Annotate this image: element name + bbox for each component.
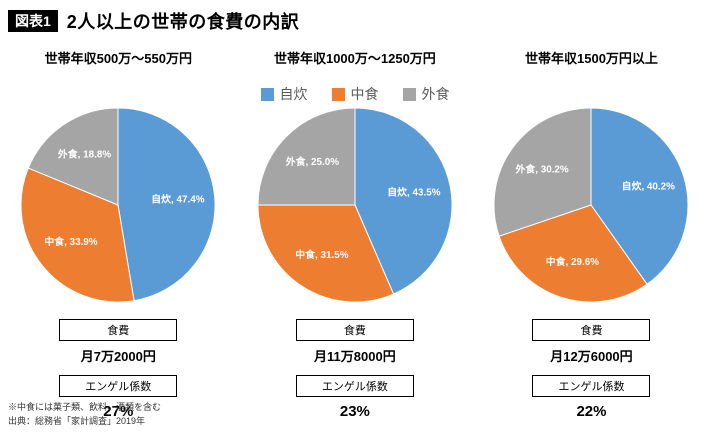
pie-slice-中食 — [20, 167, 135, 303]
page-title: 2人以上の世帯の食費の内訳 — [66, 12, 300, 32]
chart-column-income-1000: 世帯年収1000万〜1250万円 自炊, 43.5% 中食, 31.5% 外食, 2… — [237, 48, 474, 420]
legend-swatch-nakashoku — [331, 87, 345, 101]
food-expense-value: 月11万8000円 — [314, 349, 396, 364]
footnote-note: ※中食には菓子類、飲料、酒類を含む — [8, 402, 162, 413]
engel-coefficient-value: 22% — [576, 403, 607, 420]
footnotes: ※中食には菓子類、飲料、酒類を含む 出典：総務省「家計調査」2019年 — [8, 401, 161, 429]
legend-item-gaishoku: 外食 — [402, 84, 450, 104]
engel-coefficient-label-box: エンゲル係数 — [532, 375, 651, 397]
pie-data-label: 自炊, 47.4% — [152, 193, 205, 206]
food-expense-label-box: 食費 — [532, 319, 651, 341]
pie-data-label: 中食, 31.5% — [295, 248, 348, 261]
engel-coefficient-label-box: エンゲル係数 — [59, 375, 178, 397]
chart-title: 世帯年収500万〜550万円 — [44, 51, 192, 66]
pie-data-label: 外食, 18.8% — [57, 148, 111, 161]
pie-slice-外食 — [27, 107, 119, 206]
legend-item-jisui: 自炊 — [260, 84, 308, 104]
legend-swatch-gaishoku — [402, 87, 416, 101]
food-expense-value: 月7万2000円 — [80, 349, 156, 364]
pie-data-label: 中食, 29.6% — [546, 255, 599, 268]
food-expense-value: 月12万6000円 — [550, 349, 633, 364]
chart-columns: 世帯年収500万〜550万円 自炊, 47.4% 中食, 33.9% 外食, 18.… — [0, 48, 710, 420]
legend-item-nakashoku: 中食 — [331, 84, 379, 104]
header: 図表1 2人以上の世帯の食費の内訳 — [8, 8, 299, 34]
food-expense-label-box: 食費 — [59, 319, 178, 341]
legend: 自炊 中食 外食 — [0, 84, 710, 104]
engel-coefficient-value: 27% — [103, 403, 134, 420]
pie-chart-wrap: 自炊, 43.5% 中食, 31.5% 外食, 25.0% — [256, 106, 454, 309]
pie-data-label: 中食, 33.9% — [45, 235, 98, 248]
chart-title: 世帯年収1000万〜1250万円 — [273, 51, 436, 66]
engel-coefficient-label-box: エンゲル係数 — [295, 375, 414, 397]
pie-slice-外食 — [493, 107, 592, 237]
pie-data-label: 外食, 25.0% — [285, 155, 339, 168]
chart-column-income-500: 世帯年収500万〜550万円 自炊, 47.4% 中食, 33.9% 外食, 18.… — [0, 48, 237, 420]
legend-label-jisui: 自炊 — [279, 86, 308, 102]
footnote-source: 出典：総務省「家計調査」2019年 — [8, 416, 146, 427]
food-expense-label-box: 食費 — [295, 319, 414, 341]
pie-chart-wrap: 自炊, 40.2% 中食, 29.6% 外食, 30.2% — [492, 106, 690, 309]
chart-column-income-1500: 世帯年収1500万円以上 自炊, 40.2% 中食, 29.6% 外食, 30.2%… — [473, 48, 710, 420]
pie-chart: 自炊, 40.2% 中食, 29.6% 外食, 30.2% — [493, 107, 689, 303]
pie-slice-自炊 — [590, 107, 689, 285]
legend-label-gaishoku: 外食 — [421, 86, 450, 102]
pie-slice-中食 — [257, 204, 395, 303]
figure-tag: 図表1 — [8, 9, 58, 33]
pie-slice-中食 — [498, 204, 649, 303]
pie-data-label: 自炊, 40.2% — [622, 179, 675, 192]
pie-chart: 自炊, 47.4% 中食, 33.9% 外食, 18.8% — [20, 107, 216, 303]
pie-slice-自炊 — [117, 107, 216, 302]
pie-chart-wrap: 自炊, 47.4% 中食, 33.9% 外食, 18.8% — [19, 106, 217, 309]
pie-data-label: 自炊, 43.5% — [387, 185, 440, 198]
legend-swatch-jisui — [260, 87, 274, 101]
pie-slice-外食 — [257, 107, 356, 206]
pie-slice-自炊 — [354, 107, 453, 295]
legend-label-nakashoku: 中食 — [350, 86, 379, 102]
pie-data-label: 外食, 30.2% — [515, 163, 569, 176]
chart-title: 世帯年収1500万円以上 — [525, 51, 658, 66]
engel-coefficient-value: 23% — [339, 403, 370, 420]
pie-chart: 自炊, 43.5% 中食, 31.5% 外食, 25.0% — [257, 107, 453, 303]
